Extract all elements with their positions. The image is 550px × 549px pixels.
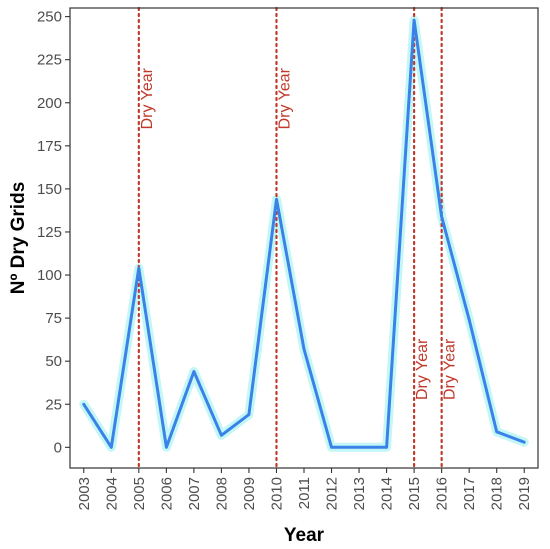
y-axis: 0 25 50 75 100 125 150 175 200 225 250 [37, 9, 70, 456]
y-tick-label: 225 [37, 52, 62, 69]
x-tick-label: 2005 [131, 477, 148, 510]
dry-year-label: Dry Year [139, 67, 156, 129]
x-tick-label: 2010 [268, 477, 285, 510]
y-tick-label: 250 [37, 9, 62, 26]
x-tick-label: 2011 [296, 477, 313, 509]
y-tick-label: 50 [45, 353, 62, 370]
series-layer [82, 18, 526, 449]
x-tick-label: 2016 [434, 477, 451, 510]
x-tick-label: 2012 [324, 477, 341, 510]
y-tick-label: 200 [37, 95, 62, 112]
dry-year-labels: Dry Year Dry Year Dry Year Dry Year [139, 67, 459, 400]
series-line [82, 18, 526, 449]
x-tick-label: 2007 [186, 477, 203, 510]
x-tick-label: 2015 [406, 477, 423, 510]
dry-year-label: Dry Year [276, 67, 293, 129]
x-tick-label: 2006 [158, 477, 175, 510]
x-tick-label: 2017 [461, 477, 478, 510]
y-tick-label: 150 [37, 181, 62, 198]
x-axis: 2003 2004 2005 2006 2007 2008 2009 2010 2011 2012… [76, 468, 533, 510]
y-tick-label: 25 [45, 396, 62, 413]
y-tick-label: 175 [37, 138, 62, 155]
y-axis-title: Nº Dry Grids [8, 182, 29, 295]
x-tick-label: 2013 [351, 477, 368, 510]
x-tick-label: 2009 [241, 477, 258, 510]
x-tick-label: 2008 [213, 477, 230, 510]
x-tick-label: 2019 [516, 477, 533, 510]
y-tick-label: 100 [37, 267, 62, 284]
y-tick-label: 125 [37, 224, 62, 241]
x-tick-label: 2003 [76, 477, 93, 510]
y-tick-label: 0 [54, 439, 62, 456]
dry-year-label: Dry Year [442, 338, 459, 400]
dry-year-label: Dry Year [414, 338, 431, 400]
x-tick-label: 2014 [379, 477, 396, 510]
x-tick-label: 2018 [489, 477, 506, 510]
dry-year-lines [137, 6, 443, 470]
x-axis-title: Year [284, 525, 325, 546]
y-tick-label: 75 [45, 310, 62, 327]
x-tick-label: 2004 [103, 477, 120, 510]
